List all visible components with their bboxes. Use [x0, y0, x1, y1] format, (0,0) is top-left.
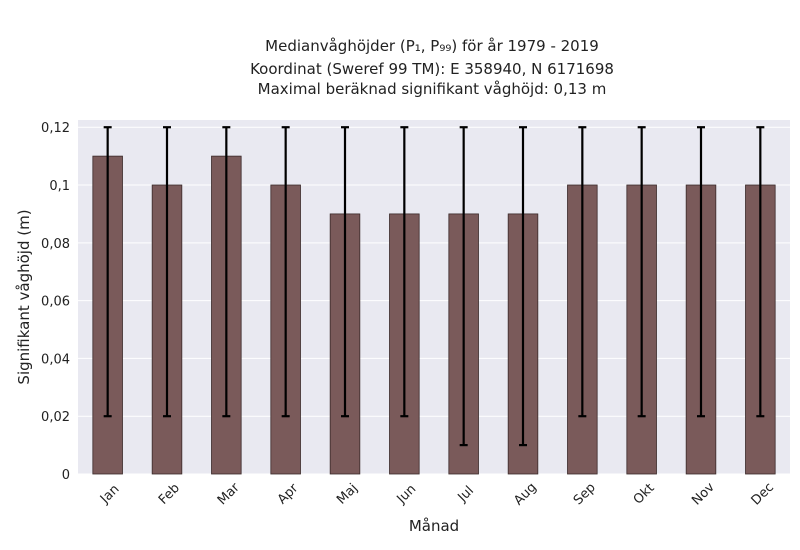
- grid-lines: [78, 126, 790, 475]
- title-line-3: Maximal beräknad signifikant våghöjd: 0,…: [258, 80, 607, 98]
- x-tick-labels: Jan Feb Mar Apr Maj Jun Jul Aug Sep Okt Nov Dec: [97, 480, 777, 509]
- x-tick-label: Okt: [631, 481, 658, 508]
- y-tick-label: 0,1: [49, 179, 70, 194]
- x-tick-label: Sep: [571, 480, 599, 508]
- chart-title: Medianvåghöjder (P₁, P₉₉) för år 1979 - …: [250, 37, 614, 98]
- y-axis-label: Signifikant våghöjd (m): [15, 209, 33, 384]
- y-tick-label: 0,04: [41, 352, 70, 367]
- plot-area: [78, 120, 790, 474]
- title-line-2: Koordinat (Sweref 99 TM): E 358940, N 61…: [250, 60, 614, 78]
- x-tick-label: Dec: [749, 480, 777, 508]
- y-tick-label: 0,12: [41, 121, 70, 136]
- x-tick-label: Jan: [97, 482, 122, 507]
- y-tick-label: 0,08: [41, 237, 70, 252]
- y-tick-label: 0,02: [41, 410, 70, 425]
- x-tick-label: Apr: [275, 481, 302, 508]
- x-tick-label: Jun: [394, 482, 420, 508]
- y-tick-label: 0: [62, 468, 70, 483]
- x-tick-label: Feb: [156, 481, 183, 508]
- x-tick-label: Nov: [689, 480, 718, 509]
- y-tick-labels: 0 0,02 0,04 0,06 0,08 0,1 0,12: [41, 121, 70, 483]
- x-tick-label: Aug: [511, 480, 540, 509]
- x-axis-label: Månad: [409, 517, 459, 535]
- error-bars: [103, 126, 765, 447]
- x-tick-label: Jul: [455, 483, 477, 505]
- x-tick-label: Maj: [334, 481, 361, 508]
- x-tick-label: Mar: [215, 480, 243, 508]
- title-line-1: Medianvåghöjder (P₁, P₉₉) för år 1979 - …: [265, 37, 599, 55]
- y-tick-label: 0,06: [41, 295, 70, 310]
